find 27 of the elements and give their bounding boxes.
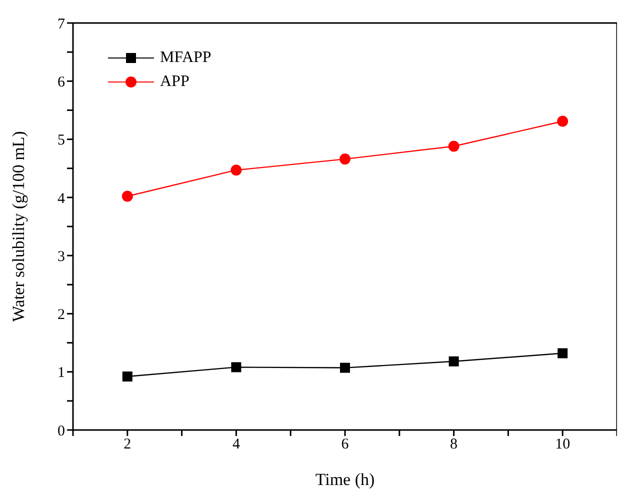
point [448, 140, 460, 152]
y-axis-title: Water solubility (g/100 mL) [9, 131, 28, 322]
y-tick-label: 3 [58, 248, 65, 265]
point [231, 362, 242, 372]
point [122, 190, 133, 202]
point [230, 164, 242, 176]
legend-label: APP [160, 73, 190, 91]
x-tick-label: 6 [341, 436, 350, 453]
x-tick-label: 4 [232, 436, 240, 453]
y-tick-label: 1 [58, 365, 65, 382]
point [340, 154, 350, 165]
point [340, 362, 350, 373]
y-tick-label: 7 [58, 16, 66, 32]
x-tick-label: 8 [450, 436, 458, 453]
point [557, 116, 568, 127]
point [122, 372, 132, 382]
y-tick-label: 0 [58, 423, 65, 440]
x-axis-title: Time (h) [315, 470, 375, 489]
x-tick-label: 10 [555, 436, 570, 453]
y-tick-label: 6 [58, 74, 66, 90]
y-tick-label: 5 [58, 132, 65, 149]
y-tick-label: 4 [58, 190, 66, 207]
legend-label: MFAPP [160, 49, 212, 67]
y-tick-label: 2 [58, 307, 65, 324]
point [448, 356, 459, 366]
point [558, 348, 568, 358]
x-tick-label: 2 [124, 436, 132, 453]
